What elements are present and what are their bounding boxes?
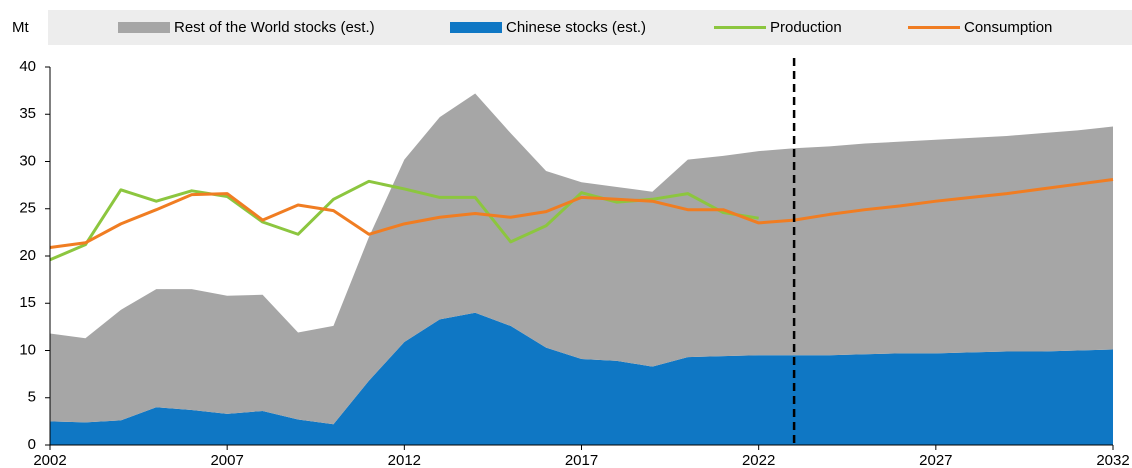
y-tick-label: 15 (19, 294, 36, 311)
x-tick-label: 2002 (33, 452, 66, 468)
stacked-area (50, 93, 1113, 425)
x-tick-label: 2017 (565, 452, 598, 468)
x-tick-label: 2012 (388, 452, 421, 468)
x-tick-label: 2022 (742, 452, 775, 468)
x-tick-label: 2007 (210, 452, 243, 468)
x-tick-label: 2027 (919, 452, 952, 468)
y-tick-label: 0 (28, 436, 36, 453)
y-tick-label: 5 (28, 389, 36, 406)
y-tick-label: 40 (19, 58, 36, 75)
y-tick-label: 35 (19, 105, 36, 122)
y-axis-label: Mt (12, 19, 29, 36)
y-tick-label: 30 (19, 152, 36, 169)
legend-swatch (450, 22, 502, 33)
legend-label: Consumption (964, 19, 1052, 36)
legend-label: Chinese stocks (est.) (506, 19, 646, 36)
legend-label: Rest of the World stocks (est.) (174, 19, 375, 36)
legend-swatch (118, 22, 170, 33)
stacked-area (50, 312, 1113, 445)
y-tick-label: 20 (19, 247, 36, 264)
y-tick-label: 25 (19, 200, 36, 217)
x-tick-label: 2032 (1096, 452, 1129, 468)
line-series (49, 177, 1114, 249)
legend-label: Production (770, 19, 842, 36)
y-tick-label: 10 (19, 341, 36, 358)
